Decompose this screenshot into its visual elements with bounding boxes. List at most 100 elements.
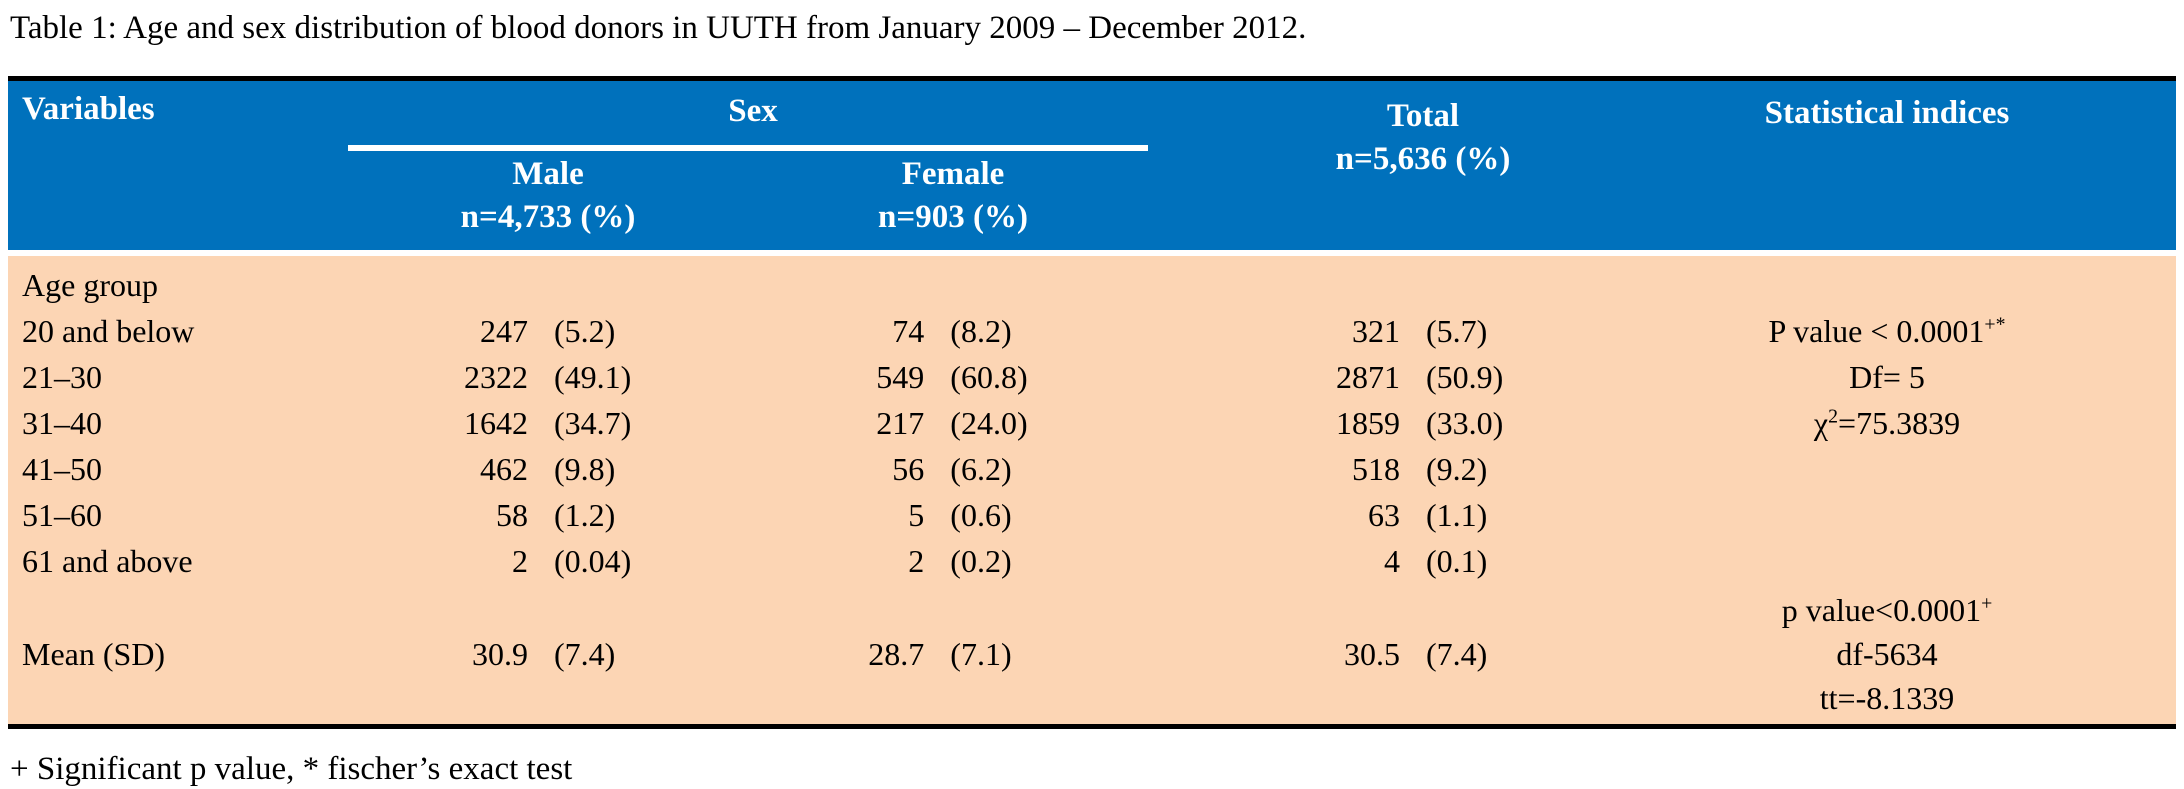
cell-total (1158, 262, 1598, 308)
table-footnote: + Significant p value, * fischer’s exact… (10, 751, 573, 787)
table-header: Variables Sex Male n=4,733 (%) Female n=… (8, 81, 2176, 256)
cell-male: 1642 (34.7) (348, 400, 748, 446)
cell-total-count: 4 (1384, 543, 1400, 579)
cell-female-count: 217 (876, 405, 925, 441)
cell-total-count: 1859 (1336, 405, 1400, 441)
cell-statistical-indices: χ2=75.3839 (1598, 400, 2176, 446)
cell-male-count: 1642 (464, 405, 528, 441)
cell-female-count: 5 (908, 497, 925, 533)
cell-male-percent: (9.8) (554, 451, 616, 487)
header-female-label: Female (901, 156, 1005, 192)
cell-female-count: 549 (876, 359, 925, 395)
cell-female: 5 (0.6) (748, 492, 1158, 538)
stat-text: χ (1813, 405, 1829, 441)
cell-total: 2871 (50.9) (1158, 354, 1598, 400)
cell-statistical-indices: p value<0.0001+ df-5634 tt=-8.1339 (1598, 588, 2176, 720)
cell-male-percent: (0.04) (554, 543, 632, 579)
row-label: Mean (SD) (22, 635, 166, 672)
cell-total: 1859 (33.0) (1158, 400, 1598, 446)
cell-female: 2 (0.2) (748, 538, 1158, 584)
header-sex: Sex (728, 93, 778, 129)
cell-statistical-indices (1598, 492, 2176, 538)
cell-female-percent: (60.8) (950, 359, 1028, 395)
mean-row-section: Mean (SD) 30.9 (7.4) 28.7 (7.1) 30.5 (7.4) p va… (8, 584, 2176, 724)
cell-female: 74 (8.2) (748, 308, 1158, 354)
cell-male: 58 (1.2) (348, 492, 748, 538)
cell-total: 321 (5.7) (1158, 308, 1598, 354)
header-statistical-indices: Statistical indices (1764, 95, 2010, 131)
cell-total-percent: (1.1) (1426, 497, 1488, 533)
cell-total: 30.5 (7.4) (1158, 636, 1598, 673)
cell-statistical-indices (1598, 262, 2176, 308)
header-female: Female n=903 (%) (748, 153, 1158, 239)
table-row: Age group (8, 262, 2176, 308)
stat-text: df-5634 (1836, 636, 1938, 672)
table-row: 41–50 462 (9.8) 56 (6.2) 518 (9.2) (8, 446, 2176, 492)
cell-male-percent: (49.1) (554, 359, 632, 395)
table-row: 31–40 1642 (34.7) 217 (24.0) 1859 (33.0) χ2=75.… (8, 400, 2176, 446)
superscript-marker: +* (1984, 313, 2006, 336)
cell-total-percent: (7.4) (1426, 635, 1488, 672)
cell-male: 2322 (49.1) (348, 354, 748, 400)
cell-female: 217 (24.0) (748, 400, 1158, 446)
cell-female-count: 74 (892, 313, 925, 349)
cell-female-count: 2 (908, 543, 925, 579)
cell-male-percent: (7.4) (554, 635, 616, 672)
table-row: 21–30 2322 (49.1) 549 (60.8) 2871 (50.9) Df= 5 (8, 354, 2176, 400)
stat-line: p value<0.0001+ (1598, 588, 2176, 632)
cell-statistical-indices: Df= 5 (1598, 354, 2176, 400)
cell-female: 549 (60.8) (748, 354, 1158, 400)
cell-male-count: 247 (480, 313, 528, 349)
row-label: 61 and above (22, 543, 193, 579)
row-label: 20 and below (22, 313, 195, 349)
row-label: 21–30 (22, 359, 102, 395)
cell-total-count: 518 (1352, 451, 1400, 487)
cell-total-percent: (50.9) (1426, 359, 1504, 395)
cell-total-percent: (5.7) (1426, 313, 1488, 349)
cell-statistical-indices: P value < 0.0001+* (1598, 308, 2176, 354)
row-label: 41–50 (22, 451, 102, 487)
table-title: Table 1: Age and sex distribution of blo… (10, 10, 1307, 46)
cell-female-percent: (24.0) (950, 405, 1028, 441)
cell-female-percent: (0.6) (950, 497, 1012, 533)
cell-male-percent: (1.2) (554, 497, 616, 533)
cell-statistical-indices (1598, 446, 2176, 492)
cell-male-percent: (5.2) (554, 313, 616, 349)
cell-male-count: 58 (496, 497, 528, 533)
header-variables: Variables (22, 91, 155, 127)
cell-male (348, 262, 748, 308)
stat-text: Df= 5 (1849, 359, 1925, 395)
cell-female: 28.7 (7.1) (748, 636, 1158, 673)
row-label: Age group (22, 267, 158, 303)
cell-male: 462 (9.8) (348, 446, 748, 492)
cell-total-count: 63 (1368, 497, 1400, 533)
row-label: 51–60 (22, 497, 102, 533)
stat-text: P value < 0.0001 (1768, 313, 1985, 349)
superscript-marker: 2 (1828, 405, 1839, 428)
table-row: 20 and below 247 (5.2) 74 (8.2) 321 (5.7) P val… (8, 308, 2176, 354)
stat-text: tt=-8.1339 (1819, 680, 1955, 716)
cell-total-count: 30.5 (1344, 635, 1400, 672)
cell-female: 56 (6.2) (748, 446, 1158, 492)
table-row: 61 and above 2 (0.04) 2 (0.2) 4 (0.1) (8, 538, 2176, 584)
header-female-n: n=903 (%) (878, 199, 1028, 235)
cell-total: 518 (9.2) (1158, 446, 1598, 492)
cell-female-percent: (6.2) (950, 451, 1012, 487)
cell-female (748, 262, 1158, 308)
stat-text: =75.3839 (1838, 405, 1961, 441)
cell-statistical-indices (1598, 538, 2176, 584)
cell-male-percent: (34.7) (554, 405, 632, 441)
cell-female-count: 28.7 (868, 635, 925, 672)
cell-total-percent: (9.2) (1426, 451, 1488, 487)
cell-male: 30.9 (7.4) (348, 636, 748, 673)
data-table: Variables Sex Male n=4,733 (%) Female n=… (8, 76, 2176, 729)
cell-male-count: 2322 (464, 359, 528, 395)
cell-total-percent: (0.1) (1426, 543, 1488, 579)
table-row: 51–60 58 (1.2) 5 (0.6) 63 (1.1) (8, 492, 2176, 538)
cell-total-percent: (33.0) (1426, 405, 1504, 441)
cell-female-count: 56 (892, 451, 925, 487)
header-male: Male n=4,733 (%) (348, 153, 748, 239)
header-male-label: Male (512, 156, 584, 192)
header-sex-group: Sex Male n=4,733 (%) Female n=903 (%) (348, 81, 1158, 250)
